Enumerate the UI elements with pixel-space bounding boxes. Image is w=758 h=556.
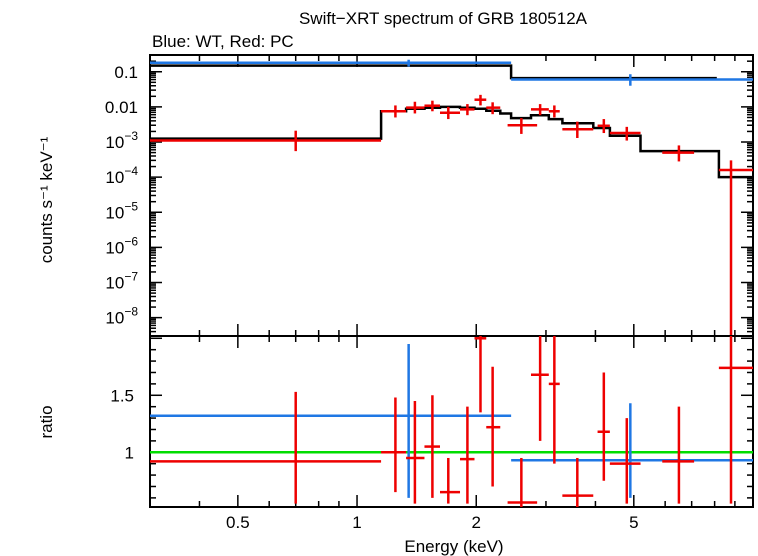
pc-data-point (562, 121, 594, 139)
pc-data-point (507, 118, 538, 134)
wt-data-point (150, 59, 512, 67)
model-line (150, 64, 717, 80)
pc-data-point (718, 336, 753, 504)
y-tick-label: 10−7 (105, 270, 138, 293)
y-tick-label: 0.1 (114, 63, 138, 82)
wt-data-point (511, 403, 753, 498)
x-tick-label: 1 (352, 513, 361, 532)
pc-data-point (507, 457, 538, 507)
y-tick-label: 10−8 (105, 305, 138, 328)
x-axis-label: Energy (keV) (404, 537, 503, 556)
x-tick-label: 0.5 (226, 513, 250, 532)
plot-frame (149, 335, 754, 508)
pc-data-point (381, 105, 407, 118)
pc-data-point (609, 418, 641, 504)
y-tick-label: 10−3 (105, 129, 138, 152)
y-tick-label: 10−4 (105, 164, 138, 187)
spectrum-panel: 10−8 10−7 10−6 10−5 10−4 10−3 0.01 0.1 (105, 54, 754, 337)
ratio-panel: 0.5 1 2 5 1 1.5 (110, 335, 754, 532)
y-tick-label: 10−6 (105, 234, 138, 257)
pc-data-point (424, 100, 440, 112)
pc-data-point (486, 102, 501, 115)
pc-data-point (597, 119, 610, 134)
plot-frame (149, 54, 754, 337)
pc-data-point (597, 372, 610, 481)
pc-data-point (439, 457, 461, 504)
y-tick-label: 0.01 (105, 98, 138, 117)
bottom-ylabel: ratio (37, 405, 56, 438)
pc-data-point (460, 104, 475, 116)
pc-data-point (662, 145, 695, 162)
wt-data-point (511, 74, 753, 86)
wt-data-point (150, 343, 512, 498)
top-ylabel: counts s⁻¹ keV⁻¹ (37, 136, 56, 263)
model-line (150, 105, 753, 179)
pc-data-point (562, 457, 594, 507)
x-tick-label: 2 (472, 513, 481, 532)
pc-data-point (424, 395, 440, 498)
pc-data-point (406, 400, 425, 504)
chart-title: Swift−XRT spectrum of GRB 180512A (299, 9, 588, 28)
pc-data-point (530, 336, 549, 441)
pc-data-point (474, 336, 487, 413)
x-tick-label: 5 (629, 513, 638, 532)
pc-data-point (548, 105, 560, 118)
pc-data-point (381, 397, 407, 493)
y-tick-label: 1 (125, 443, 134, 462)
pc-data-point (609, 126, 641, 141)
pc-data-point (486, 366, 501, 487)
pc-data-point (439, 106, 461, 120)
pc-data-point (150, 391, 382, 504)
pc-data-point (530, 104, 549, 116)
pc-data-point (718, 160, 753, 336)
y-tick-label: 1.5 (110, 386, 134, 405)
pc-data-point (474, 94, 487, 106)
y-tick-label: 10−5 (105, 199, 138, 222)
pc-data-point (662, 406, 695, 504)
chart-subtitle: Blue: WT, Red: PC (152, 32, 294, 51)
pc-data-point (460, 406, 475, 504)
pc-data-point (406, 101, 425, 114)
pc-data-point (150, 130, 382, 152)
pc-data-point (548, 336, 560, 464)
